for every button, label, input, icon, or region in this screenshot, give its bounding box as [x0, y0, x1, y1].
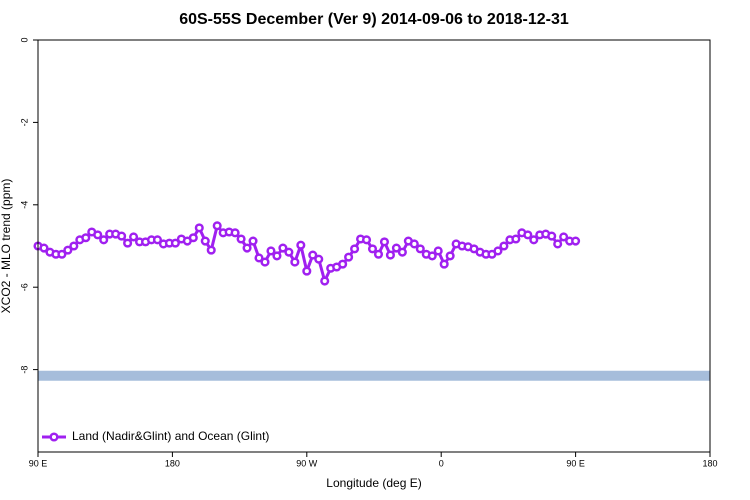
data-point	[499, 241, 509, 251]
data-point	[93, 230, 103, 240]
data-point	[290, 257, 300, 267]
data-point	[320, 276, 330, 286]
x-tick-label: 180	[702, 458, 717, 468]
data-point	[129, 232, 139, 242]
data-point	[284, 247, 294, 257]
data-point	[242, 243, 252, 253]
data-point	[523, 230, 533, 240]
data-point	[445, 251, 455, 261]
data-point	[188, 233, 198, 243]
y-tick-label: -6	[19, 283, 29, 291]
data-point	[373, 249, 384, 259]
data-point	[397, 247, 407, 257]
data-point	[278, 243, 288, 253]
data-point	[260, 257, 270, 267]
data-point	[212, 221, 222, 231]
data-point	[248, 236, 258, 246]
x-tick-label: 90 E	[566, 458, 585, 468]
data-point	[123, 238, 133, 248]
x-tick-label: 90 E	[29, 458, 48, 468]
data-point	[308, 250, 318, 260]
data-point	[439, 259, 449, 269]
data-point	[571, 236, 581, 246]
data-point	[559, 232, 569, 242]
data-point	[391, 243, 401, 253]
x-tick-label: 90 W	[296, 458, 318, 468]
data-point	[529, 235, 539, 245]
data-point	[409, 239, 419, 249]
data-point	[415, 244, 425, 254]
data-point	[511, 234, 521, 244]
data-point	[361, 235, 372, 245]
x-tick-label: 180	[165, 458, 180, 468]
data-point	[302, 266, 312, 276]
data-point	[553, 239, 563, 249]
chart-title: 60S-55S December (Ver 9) 2014-09-06 to 2…	[179, 11, 569, 28]
data-point	[99, 235, 109, 245]
data-point	[344, 252, 354, 262]
data-point	[379, 237, 390, 247]
data-point	[266, 246, 276, 256]
data-point	[194, 223, 204, 233]
data-point	[63, 245, 73, 255]
data-point	[338, 259, 348, 269]
data-point	[314, 254, 324, 264]
y-tick-label: -8	[19, 366, 29, 374]
data-point	[385, 250, 395, 260]
data-point	[433, 246, 443, 256]
y-axis-label: XCO2 - MLO trend (ppm)	[0, 179, 13, 314]
data-point	[170, 238, 180, 248]
legend-label: Land (Nadir&Glint) and Ocean (Glint)	[72, 429, 269, 443]
data-point	[350, 244, 360, 254]
data-point	[230, 228, 240, 238]
x-tick-label: 0	[439, 458, 444, 468]
data-point	[206, 245, 216, 255]
data-point	[427, 251, 437, 261]
data-point	[296, 240, 306, 250]
x-axis-label: Longitude (deg E)	[326, 476, 421, 490]
data-point	[254, 253, 264, 263]
legend-marker	[49, 432, 59, 442]
data-point	[69, 241, 79, 251]
y-tick-label: -4	[19, 201, 29, 209]
data-point	[367, 244, 378, 254]
plot-frame	[37, 39, 711, 453]
data-point	[200, 236, 210, 246]
y-tick-label: 0	[19, 37, 29, 42]
data-point	[236, 234, 246, 244]
data-point	[547, 231, 557, 241]
data-point	[272, 251, 282, 261]
y-tick-label: -2	[19, 118, 29, 126]
data-point	[493, 246, 503, 256]
data-point	[81, 233, 91, 243]
data-point	[39, 243, 49, 253]
data-point	[117, 231, 127, 241]
data-point	[57, 249, 67, 259]
data-point	[152, 235, 163, 245]
